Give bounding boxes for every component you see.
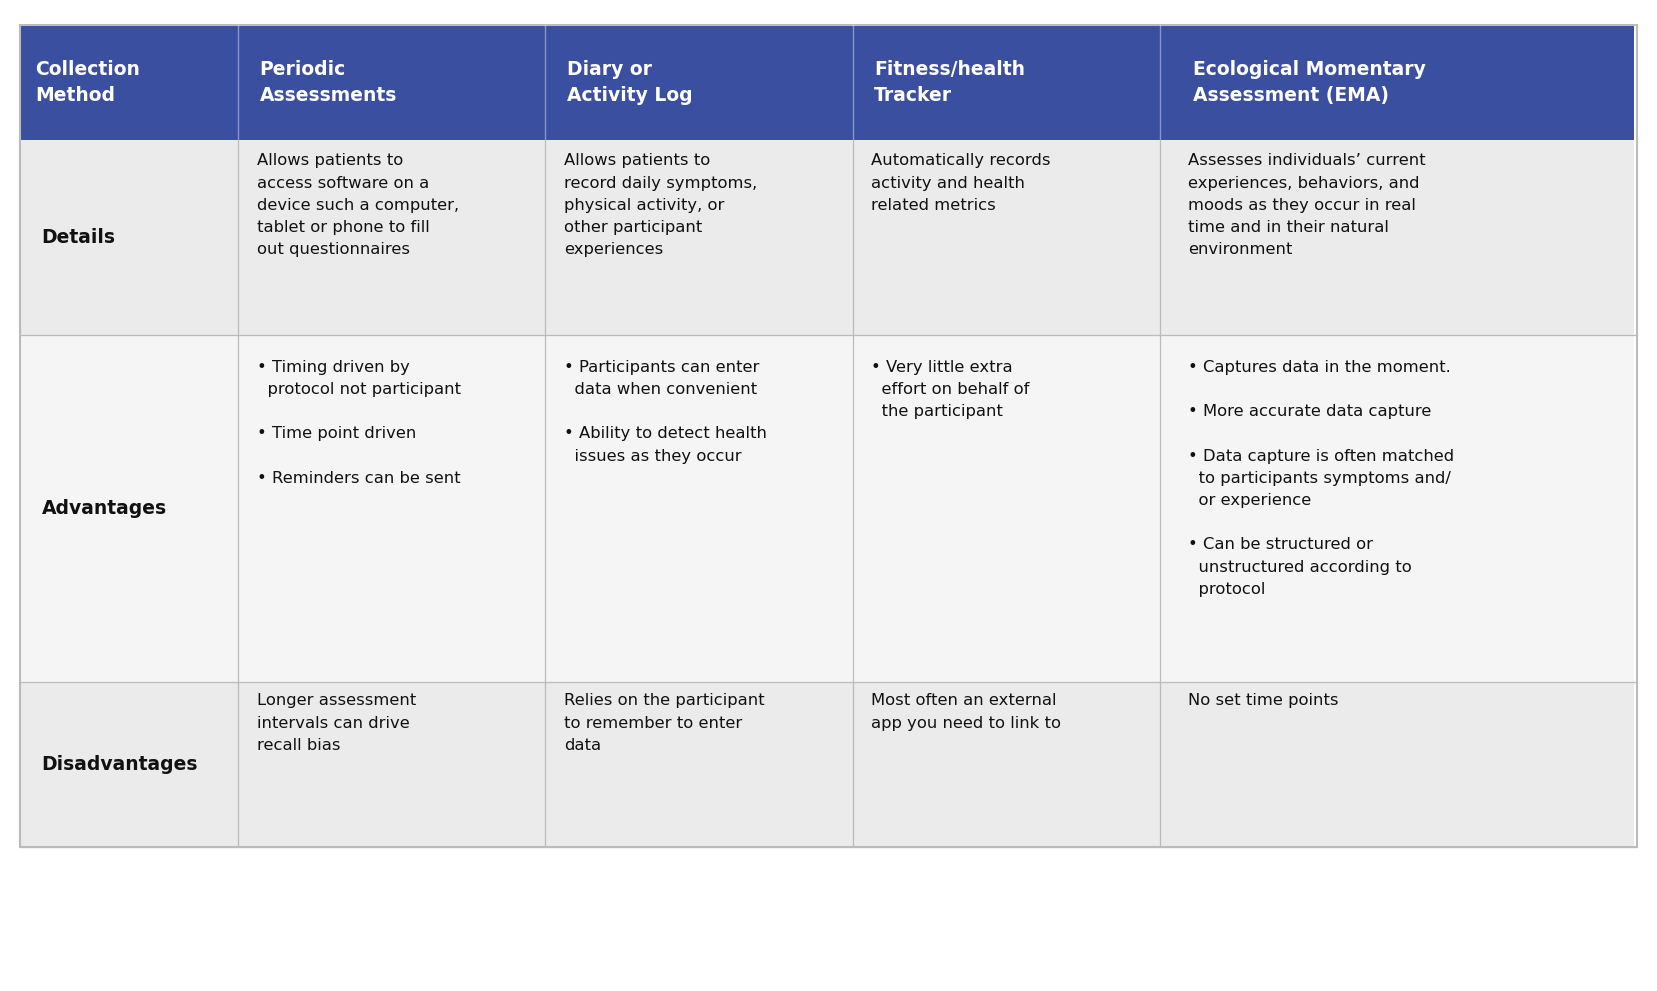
Text: Diary or
Activity Log: Diary or Activity Log	[567, 59, 693, 105]
Bar	[1160, 140, 1634, 335]
Bar	[20, 335, 239, 682]
Bar	[1160, 25, 1634, 140]
Text: Allows patients to
access software on a
device such a computer,
tablet or phone : Allows patients to access software on a …	[257, 154, 459, 257]
Text: Longer assessment
intervals can drive
recall bias: Longer assessment intervals can drive re…	[257, 694, 416, 753]
Text: Fitness/health
Tracker: Fitness/health Tracker	[875, 59, 1026, 105]
Text: • Participants can enter
  data when convenient

• Ability to detect health
  is: • Participants can enter data when conve…	[563, 360, 767, 464]
Bar	[853, 682, 1160, 846]
Text: No set time points: No set time points	[1188, 694, 1339, 709]
Text: Periodic
Assessments: Periodic Assessments	[260, 59, 398, 105]
Text: Automatically records
activity and health
related metrics: Automatically records activity and healt…	[872, 154, 1051, 213]
Text: Ecological Momentary
Assessment (EMA): Ecological Momentary Assessment (EMA)	[1193, 59, 1427, 105]
Text: Relies on the participant
to remember to enter
data: Relies on the participant to remember to…	[563, 694, 764, 753]
Text: Most often an external
app you need to link to: Most often an external app you need to l…	[872, 694, 1060, 730]
Bar	[853, 335, 1160, 682]
Text: • Timing driven by
  protocol not participant

• Time point driven

• Reminders : • Timing driven by protocol not particip…	[257, 360, 461, 486]
Bar	[545, 25, 853, 140]
Bar	[239, 682, 545, 846]
Bar	[20, 682, 239, 846]
Bar	[853, 25, 1160, 140]
Text: Collection
Method: Collection Method	[35, 59, 141, 105]
Text: Assesses individuals’ current
experiences, behaviors, and
moods as they occur in: Assesses individuals’ current experience…	[1188, 154, 1427, 257]
Bar	[1160, 682, 1634, 846]
Bar	[20, 25, 239, 140]
Bar	[1160, 335, 1634, 682]
Bar	[20, 25, 1637, 846]
Text: Allows patients to
record daily symptoms,
physical activity, or
other participan: Allows patients to record daily symptoms…	[563, 154, 757, 257]
Bar	[545, 682, 853, 846]
Text: • Very little extra
  effort on behalf of
  the participant: • Very little extra effort on behalf of …	[872, 360, 1029, 419]
Bar	[20, 140, 239, 335]
Bar	[545, 140, 853, 335]
Bar	[239, 25, 545, 140]
Text: • Captures data in the moment.

• More accurate data capture

• Data capture is : • Captures data in the moment. • More ac…	[1188, 360, 1455, 597]
Text: Details: Details	[41, 228, 116, 247]
Bar	[853, 140, 1160, 335]
Bar	[239, 140, 545, 335]
Bar	[545, 335, 853, 682]
Text: Advantages: Advantages	[41, 499, 167, 518]
Bar	[239, 335, 545, 682]
Text: Disadvantages: Disadvantages	[41, 755, 199, 774]
